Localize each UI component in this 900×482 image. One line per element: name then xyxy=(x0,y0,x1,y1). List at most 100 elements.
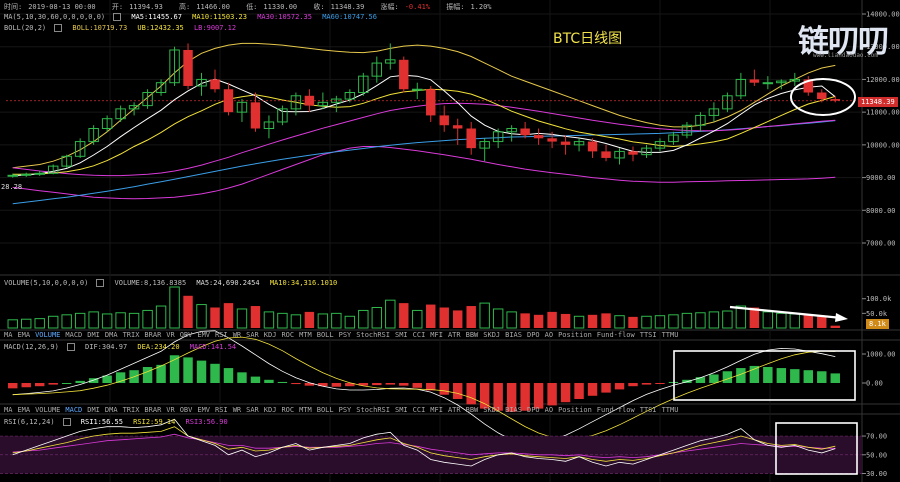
indicator-tab-position[interactable]: Position xyxy=(558,331,592,339)
macd-histogram-bar xyxy=(601,383,611,393)
volume-bar xyxy=(614,315,625,329)
macd-histogram-bar xyxy=(776,368,787,383)
macd-settings-checkbox[interactable] xyxy=(66,343,75,351)
indicator-tab-sar[interactable]: SAR xyxy=(246,331,259,339)
volume-bar xyxy=(236,308,248,329)
volume-bar xyxy=(74,312,86,329)
indicator-tab-cci[interactable]: CCI xyxy=(412,331,426,339)
indicator-tab-dma[interactable]: DMA xyxy=(104,331,118,339)
indicator-tab-skdj[interactable]: SKDJ xyxy=(483,406,501,414)
indicator-tab-ttmu[interactable]: TTMU xyxy=(661,406,679,414)
volume-bar xyxy=(88,311,99,329)
candle-body xyxy=(250,102,261,129)
indicator-tab-macd[interactable]: MACD xyxy=(65,406,83,414)
candle-body xyxy=(789,78,801,82)
chart-title: BTC日线图 xyxy=(553,31,623,47)
indicator-tab-bbw[interactable]: BBW xyxy=(465,406,479,414)
indicator-tab-emv[interactable]: EMV xyxy=(197,406,211,414)
indicator-tab-mfi[interactable]: MFI xyxy=(430,331,443,339)
indicator-tab-ao[interactable]: AO xyxy=(544,406,554,414)
ma-legend: MA(5,10,30,60,0,0,0,0,0) MA5:11455.67 MA… xyxy=(4,13,383,21)
indicator-tab-volume[interactable]: VOLUME xyxy=(35,331,61,339)
macd-histogram-bar xyxy=(466,383,476,405)
candle-body xyxy=(830,99,840,101)
ma30-value: MA30:10572.35 xyxy=(257,13,312,21)
indicator-tab-position[interactable]: Position xyxy=(558,406,592,414)
indicator-tab-skdj[interactable]: SKDJ xyxy=(483,331,501,339)
indicator-tab-atr[interactable]: ATR xyxy=(447,406,461,414)
indicator-tab-ema[interactable]: EMA xyxy=(17,406,31,414)
indicator-tab-ema[interactable]: EMA xyxy=(17,331,31,339)
indicator-tab-mtm[interactable]: MTM xyxy=(299,406,312,414)
boll-settings-checkbox[interactable] xyxy=(54,24,63,32)
indicator-tab-stochrsi[interactable]: StochRSI xyxy=(356,331,390,339)
candle-body xyxy=(290,95,302,110)
indicator-tab-dmi[interactable]: DMI xyxy=(87,406,100,414)
indicator-tab-psy[interactable]: PSY xyxy=(338,406,352,414)
indicator-tab-vr[interactable]: VR xyxy=(166,406,175,414)
time-value: 2019-08-13 00:00 xyxy=(28,3,96,11)
indicator-tab-boll[interactable]: BOLL xyxy=(316,406,334,414)
indicator-tab-mtm[interactable]: MTM xyxy=(299,331,312,339)
candle-body xyxy=(47,165,59,174)
indicator-tab-obv[interactable]: OBV xyxy=(179,406,193,414)
indicator-tab-dpo[interactable]: DPO xyxy=(526,331,540,339)
indicator-tab-rsi[interactable]: RSI xyxy=(215,331,228,339)
ma5-value: MA5:11455.67 xyxy=(131,13,182,21)
indicator-tab-psy[interactable]: PSY xyxy=(338,331,352,339)
indicator-tab-ttmu[interactable]: TTMU xyxy=(661,331,679,339)
indicator-tab-dmi[interactable]: DMI xyxy=(87,331,100,339)
indicator-tab-ttsi[interactable]: TTSI xyxy=(639,406,657,414)
indicator-tab-ao[interactable]: AO xyxy=(544,331,554,339)
indicator-tab-fund-flow[interactable]: Fund-flow xyxy=(596,406,635,414)
candle-body xyxy=(304,95,315,106)
indicator-tab-smi[interactable]: SMI xyxy=(394,406,408,414)
indicator-tab-roc[interactable]: ROC xyxy=(281,406,295,414)
volume-settings-checkbox[interactable] xyxy=(96,279,105,287)
candle-body xyxy=(762,82,774,85)
indicator-tab-boll[interactable]: BOLL xyxy=(316,331,334,339)
indicator-tab-trix[interactable]: TRIX xyxy=(122,331,140,339)
indicator-tab-ma[interactable]: MA xyxy=(4,331,13,339)
volume-ma10: MA10:34,316.1010 xyxy=(269,279,338,287)
time-label: 时间: xyxy=(4,3,23,11)
indicator-tab-wr[interactable]: WR xyxy=(232,406,242,414)
candle-body xyxy=(668,134,679,143)
indicator-tab-dma[interactable]: DMA xyxy=(104,406,118,414)
indicator-tab-vr[interactable]: VR xyxy=(166,331,175,339)
indicator-tab-trix[interactable]: TRIX xyxy=(122,406,140,414)
indicator-tab-obv[interactable]: OBV xyxy=(179,331,193,339)
indicator-tab-rsi[interactable]: RSI xyxy=(215,406,228,414)
candle-body xyxy=(317,101,329,107)
indicator-tab-mfi[interactable]: MFI xyxy=(430,406,443,414)
macd-histogram-bar xyxy=(169,355,180,383)
indicator-tab-sar[interactable]: SAR xyxy=(246,406,259,414)
indicator-tab-dpo[interactable]: DPO xyxy=(526,406,540,414)
indicator-tab-brar[interactable]: BRAR xyxy=(144,406,162,414)
indicator-tab-ma[interactable]: MA xyxy=(4,406,13,414)
indicator-tab-emv[interactable]: EMV xyxy=(197,331,211,339)
indicator-tab-bbw[interactable]: BBW xyxy=(465,331,479,339)
indicator-tab-fund-flow[interactable]: Fund-flow xyxy=(596,331,635,339)
macd-legend: MACD(12,26,9) DIF:304.97 DEA:234.20 MACD… xyxy=(4,343,242,351)
candle-body xyxy=(708,108,720,116)
indicator-tab-smi[interactable]: SMI xyxy=(394,331,408,339)
indicator-tab-wr[interactable]: WR xyxy=(232,331,242,339)
indicator-tab-kdj[interactable]: KDJ xyxy=(263,406,277,414)
volume-bar xyxy=(304,311,315,328)
indicator-tab-bias[interactable]: BIAS xyxy=(505,406,522,414)
candle-body xyxy=(210,79,220,90)
close-label: 收: xyxy=(313,3,325,11)
indicator-tab-bias[interactable]: BIAS xyxy=(505,331,522,339)
indicator-tab-volume[interactable]: VOLUME xyxy=(35,406,61,414)
indicator-tab-brar[interactable]: BRAR xyxy=(144,331,162,339)
indicator-tab-macd[interactable]: MACD xyxy=(65,331,83,339)
indicator-tab-stochrsi[interactable]: StochRSI xyxy=(356,406,390,414)
ma-settings-checkbox[interactable] xyxy=(113,13,122,21)
indicator-tab-cci[interactable]: CCI xyxy=(412,406,426,414)
indicator-tab-atr[interactable]: ATR xyxy=(447,331,461,339)
indicator-tab-roc[interactable]: ROC xyxy=(281,331,295,339)
rsi-settings-checkbox[interactable] xyxy=(62,418,71,426)
indicator-tab-ttsi[interactable]: TTSI xyxy=(639,331,657,339)
indicator-tab-kdj[interactable]: KDJ xyxy=(263,331,277,339)
